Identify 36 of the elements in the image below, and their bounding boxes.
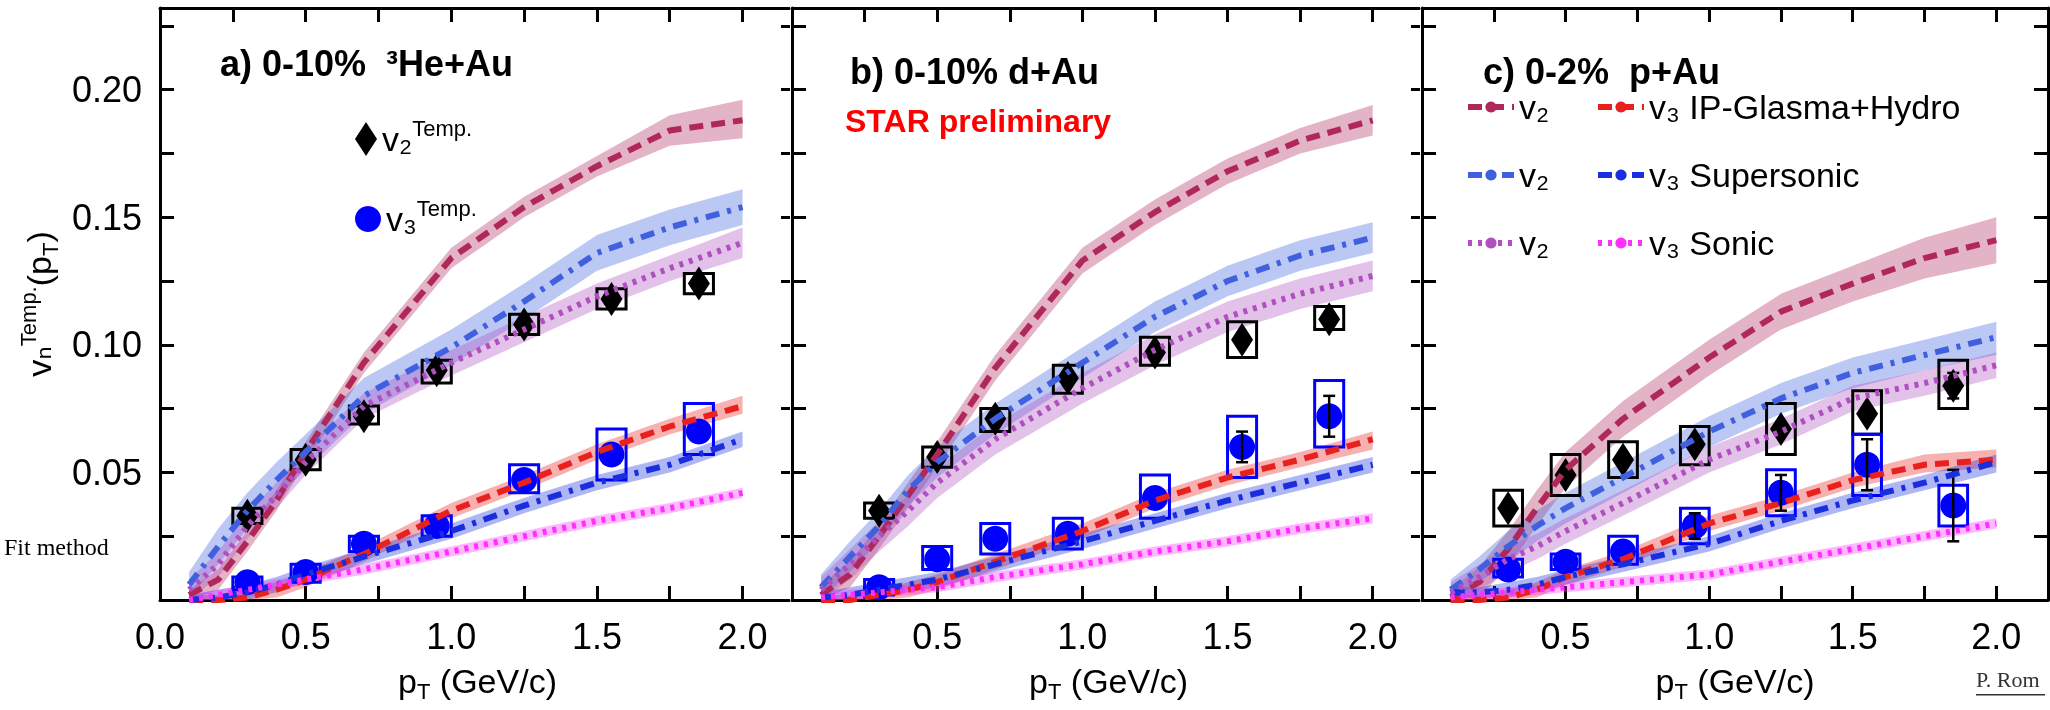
x-tick-label: 0.5 — [280, 615, 331, 657]
x-tick-label: 0.5 — [1540, 615, 1591, 657]
legend-label: v₃ Sonic — [1649, 224, 1775, 262]
y-axis-title: vₙTemp.(pT) — [15, 231, 63, 377]
x-tick-label: 2.0 — [1971, 615, 2022, 657]
x-tick-label: 1.5 — [1827, 615, 1878, 657]
legend-label: v₂ — [1519, 156, 1550, 194]
x-tick-label: 2.0 — [1347, 615, 1398, 657]
y-tick-label: 0.10 — [71, 324, 142, 366]
y-tick-label: 0.05 — [71, 451, 142, 493]
x-tick-label: 1.0 — [1057, 615, 1108, 657]
legend-label: v₃ Supersonic — [1649, 156, 1860, 194]
text: P. Rom — [1976, 666, 2040, 692]
annotation: STAR preliminary — [845, 103, 1112, 139]
y-tick-label: 0.20 — [71, 69, 142, 111]
x-tick-label: 0.0 — [134, 615, 186, 657]
x-tick-label: 1.5 — [1202, 615, 1253, 657]
bar — [1937, 483, 1970, 528]
bar — [1313, 305, 1346, 332]
bar — [1937, 358, 1970, 411]
bar — [682, 271, 715, 296]
text: Fit method — [4, 534, 109, 560]
bar — [1313, 379, 1346, 449]
x-tick-label: 0.5 — [912, 615, 963, 657]
bar — [508, 312, 541, 337]
x-tick-label: 1.0 — [1684, 615, 1735, 657]
x-tick-label: 1.0 — [426, 615, 477, 657]
bar — [1226, 414, 1259, 480]
x-tick-label: 1.5 — [571, 615, 622, 657]
bar — [1678, 506, 1711, 546]
bar — [1765, 402, 1797, 457]
x-tick-label: 2.0 — [717, 615, 768, 657]
legend-label: v₂ — [1519, 224, 1550, 262]
y-tick-label: 0.15 — [71, 196, 142, 238]
text: a) 0-10% ³He+Au — [220, 42, 514, 84]
text: b) 0-10% d+Au — [850, 50, 1100, 92]
